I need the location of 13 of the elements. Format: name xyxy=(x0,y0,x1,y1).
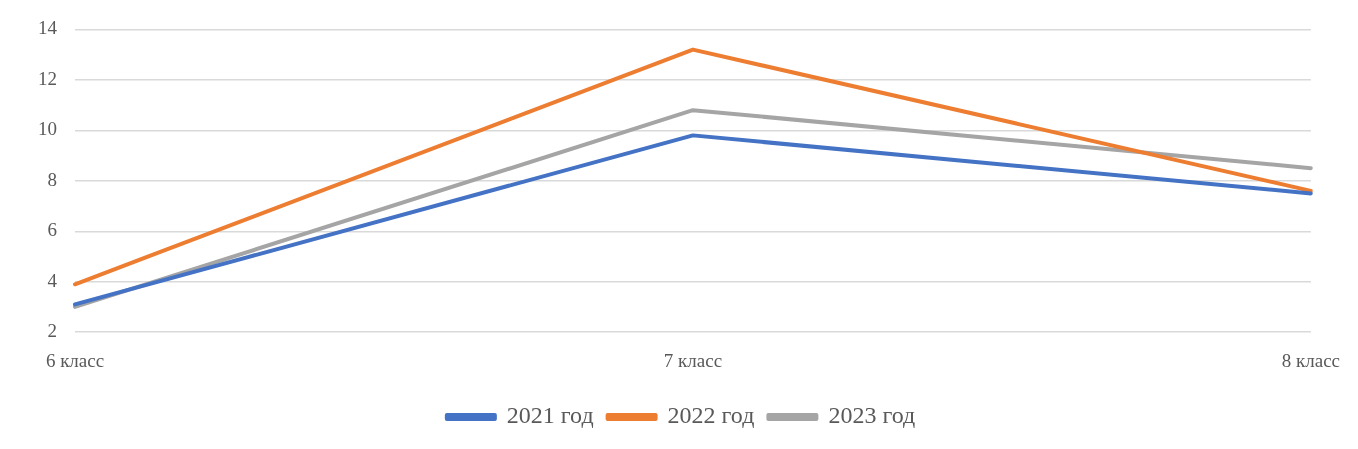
x-tick-label: 8 класс xyxy=(1281,349,1340,371)
y-tick-label: 2 xyxy=(47,320,57,342)
legend-label: 2022 год xyxy=(667,402,755,429)
y-tick-label: 12 xyxy=(38,67,57,89)
legend-label: 2021 год xyxy=(506,402,594,429)
y-tick-label: 6 xyxy=(47,219,57,241)
x-tick-label: 6 класс xyxy=(45,349,105,371)
y-tick-label: 14 xyxy=(38,17,58,39)
legend-label: 2023 год xyxy=(828,402,916,429)
x-tick-label: 7 класс xyxy=(663,349,723,371)
y-tick-label: 8 xyxy=(47,168,57,190)
y-tick-label: 10 xyxy=(38,118,57,140)
y-tick-label: 4 xyxy=(47,269,58,291)
